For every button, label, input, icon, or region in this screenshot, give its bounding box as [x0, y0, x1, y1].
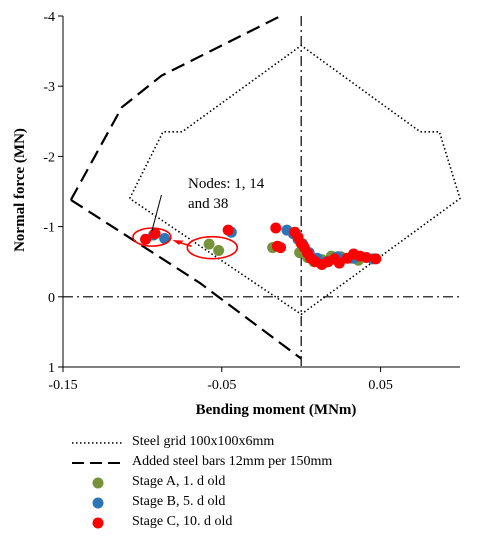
legend-label: Stage B, 5. d old [132, 494, 226, 509]
x-tick-label: 0.05 [368, 378, 393, 393]
plot-points [140, 222, 382, 271]
data-point-series-2 [370, 253, 382, 265]
y-tick-label: -4 [43, 10, 55, 25]
data-point-series-2 [270, 222, 282, 234]
legend-item-stage-c: Stage C, 10. d old [70, 513, 480, 533]
legend-symbol-dashed [72, 462, 124, 464]
legend-marker-red [92, 517, 104, 529]
y-tick-label: 0 [48, 291, 55, 306]
legend-item-stage-a: Stage A, 1. d old [70, 473, 480, 493]
legend-symbol-dotted [72, 442, 124, 444]
legend-item-stage-b: Stage B, 5. d old [70, 493, 480, 513]
data-point-series-2 [360, 251, 372, 263]
series-line-dashed [69, 15, 282, 201]
legend-label: Steel grid 100x100x6mm [132, 434, 275, 449]
data-point-series-0 [213, 244, 225, 256]
x-tick-label: -0.05 [207, 378, 236, 393]
y-tick-label: -1 [43, 221, 55, 236]
annotation-group: Nodes: 1, 14 and 38 [132, 176, 265, 260]
y-tick-label: -3 [43, 80, 55, 95]
ticks-group: -4 -3 -2 -1 0 1 -0.15 -0.05 0.05 [43, 10, 460, 393]
legend: Steel grid 100x100x6mm Added steel bars … [70, 433, 480, 533]
legend-item-steel-grid: Steel grid 100x100x6mm [70, 433, 480, 453]
data-point-series-2 [275, 242, 287, 254]
legend-label: Added steel bars 12mm per 150mm [132, 454, 333, 469]
y-axis-title: Normal force (MN) [12, 128, 28, 252]
series-line-dotted [128, 44, 461, 316]
legend-marker-green [92, 477, 104, 489]
x-axis-title: Bending moment (MNm) [196, 402, 357, 418]
legend-label: Stage A, 1. d old [132, 474, 226, 489]
callout-arrowhead [172, 239, 184, 245]
legend-label: Stage C, 10. d old [132, 514, 233, 529]
data-point-series-0 [203, 238, 215, 250]
legend-item-added-bars: Added steel bars 12mm per 150mm [70, 453, 480, 473]
x-tick-label: -0.15 [48, 378, 77, 393]
annotation-leader-line [151, 194, 162, 231]
series-line-dashed [70, 198, 302, 360]
data-point-series-2 [140, 233, 152, 245]
data-point-series-2 [222, 224, 234, 236]
y-tick-label: -2 [43, 150, 55, 165]
data-point-series-2 [333, 257, 345, 269]
callout-ellipse-right [186, 235, 239, 260]
callout-ellipse-left [132, 227, 172, 247]
data-point-series-1 [159, 233, 171, 245]
y-tick-label: 1 [48, 361, 55, 376]
annotation-text: and 38 [188, 196, 228, 212]
chart-svg: Nodes: 1, 14 and 38 -4 -3 -2 -1 0 1 -0.15 -0.05 0… [12, 10, 461, 418]
annotation-text: Nodes: 1, 14 [188, 176, 265, 192]
plot-lines [63, 15, 461, 367]
data-point-series-2 [149, 228, 161, 240]
legend-marker-blue [92, 497, 104, 509]
